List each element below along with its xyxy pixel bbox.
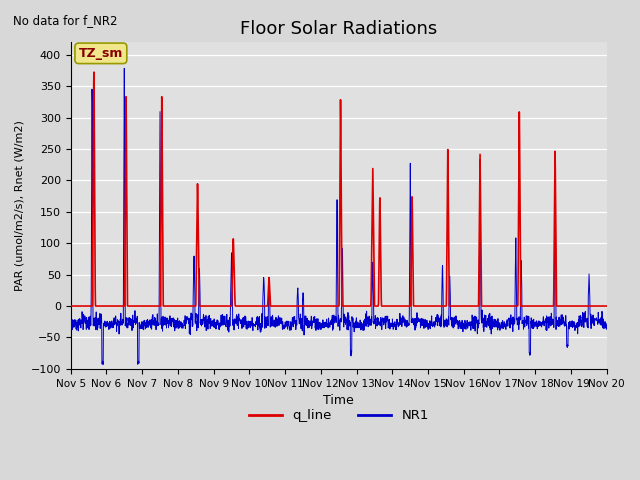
- NR1: [67, 326, 74, 332]
- NR1: [217, 321, 225, 326]
- Text: No data for f_NR2: No data for f_NR2: [13, 14, 117, 27]
- q_line: [366, 303, 374, 309]
- NR1: [120, 65, 128, 71]
- Text: TZ_sm: TZ_sm: [79, 47, 123, 60]
- Y-axis label: PAR (umol/m2/s), Rnet (W/m2): PAR (umol/m2/s), Rnet (W/m2): [15, 120, 25, 291]
- q_line: [67, 303, 74, 309]
- q_line: [556, 303, 563, 309]
- NR1: [366, 318, 374, 324]
- q_line: [603, 303, 611, 309]
- Title: Floor Solar Radiations: Floor Solar Radiations: [240, 20, 437, 38]
- NR1: [603, 321, 611, 327]
- q_line: [495, 303, 502, 309]
- Legend: q_line, NR1: q_line, NR1: [243, 404, 434, 428]
- NR1: [556, 324, 564, 329]
- X-axis label: Time: Time: [323, 394, 354, 407]
- q_line: [571, 303, 579, 309]
- NR1: [571, 321, 579, 326]
- NR1: [495, 324, 502, 330]
- q_line: [90, 69, 98, 75]
- NR1: [355, 322, 362, 327]
- Line: NR1: NR1: [70, 68, 607, 364]
- NR1: [99, 361, 107, 367]
- q_line: [355, 303, 362, 309]
- Line: q_line: q_line: [70, 72, 607, 306]
- q_line: [216, 303, 224, 309]
